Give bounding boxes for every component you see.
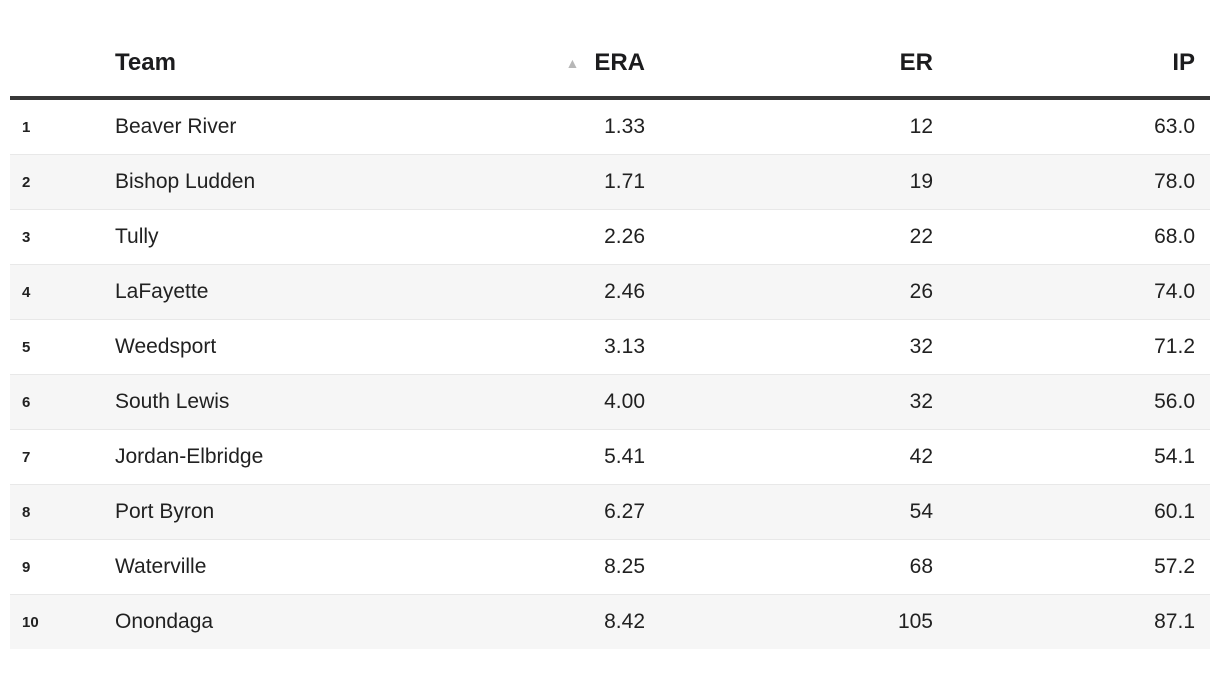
team-cell: Port Byron [115,484,445,540]
er-cell: 12 [909,115,933,138]
era-cell: 3.13 [445,319,645,375]
rank-cell: 8 [10,484,115,540]
ip-cell: 54.1 [933,429,1210,485]
ip-cell: 56.0 [933,374,1210,430]
era-cell: 2.26 [445,209,645,265]
table-row: 1 Beaver River 1.33 12 63.0 [10,98,1210,155]
rank-cell: 10 [10,594,115,649]
header-row: Team ▲ ERA ER IP [10,30,1210,100]
rank-cell: 7 [10,429,115,485]
team-cell: Bishop Ludden [115,154,445,210]
ip-cell: 60.1 [933,484,1210,540]
ip-cell: 87.1 [933,594,1210,649]
rank-column-header [10,30,115,100]
table-row: 6 South Lewis 4.00 32 56.0 [10,374,1210,430]
era-cell: 2.46 [445,264,645,320]
table-row: 8 Port Byron 6.27 54 60.1 [10,484,1210,540]
er-cell: 32 [645,319,933,375]
era-cell: 1.33 [604,115,645,138]
team-cell: Jordan-Elbridge [115,429,445,485]
era-column-label: ERA [594,49,645,76]
team-cell: Weedsport [115,319,445,375]
rank-cell: 1 [22,118,31,136]
table-row: 10 Onondaga 8.42 105 87.1 [10,594,1210,649]
team-cell: Onondaga [115,594,445,649]
table-row: 5 Weedsport 3.13 32 71.2 [10,319,1210,375]
table-row: 9 Waterville 8.25 68 57.2 [10,539,1210,595]
rank-cell: 6 [10,374,115,430]
era-cell: 8.25 [445,539,645,595]
rank-cell: 3 [10,209,115,265]
pitching-stats-table-container: Team ▲ ERA ER IP 1 Beaver River 1.33 12 6… [10,30,1210,649]
er-cell: 19 [645,154,933,210]
sort-ascending-icon: ▲ [565,55,580,71]
er-cell: 68 [645,539,933,595]
ip-cell: 78.0 [933,154,1210,210]
er-cell: 32 [645,374,933,430]
ip-cell: 71.2 [933,319,1210,375]
er-column-header[interactable]: ER [645,30,933,100]
era-cell: 4.00 [445,374,645,430]
rank-cell: 4 [10,264,115,320]
ip-cell: 57.2 [933,539,1210,595]
rank-cell: 2 [10,154,115,210]
era-cell: 8.42 [445,594,645,649]
team-cell: Waterville [115,539,445,595]
er-cell: 42 [645,429,933,485]
er-cell: 26 [645,264,933,320]
team-cell: Tully [115,209,445,265]
table-row: 2 Bishop Ludden 1.71 19 78.0 [10,154,1210,210]
er-cell: 22 [645,209,933,265]
er-cell: 105 [645,594,933,649]
team-cell: LaFayette [115,264,445,320]
era-cell: 5.41 [445,429,645,485]
table-row: 7 Jordan-Elbridge 5.41 42 54.1 [10,429,1210,485]
team-cell: Beaver River [115,115,237,138]
team-cell: South Lewis [115,374,445,430]
era-cell: 6.27 [445,484,645,540]
rank-cell: 5 [10,319,115,375]
table-row: 4 LaFayette 2.46 26 74.0 [10,264,1210,320]
table-row: 3 Tully 2.26 22 68.0 [10,209,1210,265]
ip-cell: 68.0 [933,209,1210,265]
ip-cell: 63.0 [1154,115,1195,138]
ip-column-header[interactable]: IP [933,30,1210,100]
era-column-header[interactable]: ▲ ERA [445,30,645,100]
er-cell: 54 [645,484,933,540]
ip-cell: 74.0 [933,264,1210,320]
team-column-header[interactable]: Team [115,30,445,100]
rank-cell: 9 [10,539,115,595]
pitching-stats-table: Team ▲ ERA ER IP 1 Beaver River 1.33 12 6… [10,30,1210,649]
era-cell: 1.71 [445,154,645,210]
